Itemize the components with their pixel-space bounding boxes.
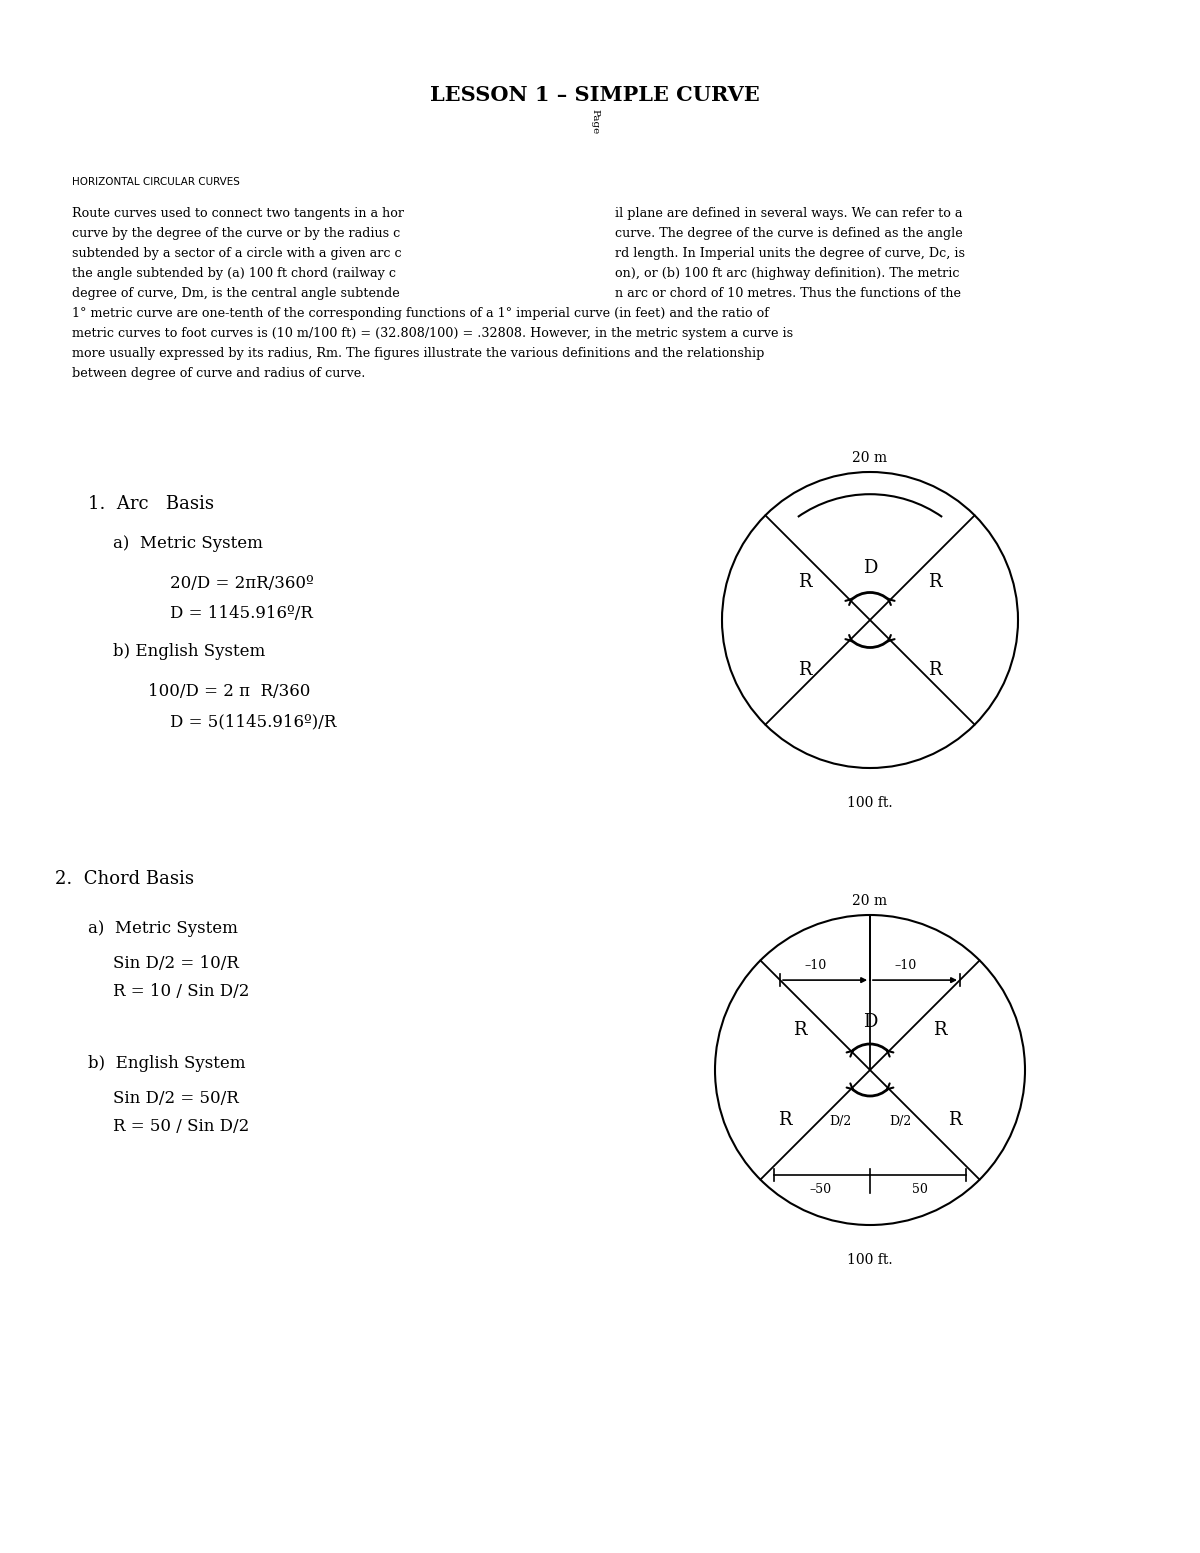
Text: n arc or chord of 10 metres. Thus the functions of the: n arc or chord of 10 metres. Thus the fu… [616, 287, 961, 300]
Text: subtended by a sector of a circle with a given arc c: subtended by a sector of a circle with a… [72, 247, 402, 259]
Text: LESSON 1 – SIMPLE CURVE: LESSON 1 – SIMPLE CURVE [430, 85, 760, 106]
Text: 2.  Chord Basis: 2. Chord Basis [55, 870, 194, 888]
Text: HORIZONTAL CIRCULAR CURVES: HORIZONTAL CIRCULAR CURVES [72, 177, 240, 186]
Text: R = 10 / Sin D/2: R = 10 / Sin D/2 [113, 983, 250, 1000]
Text: on), or (b) 100 ft arc (highway definition). The metric: on), or (b) 100 ft arc (highway definiti… [616, 267, 960, 280]
Text: –10: –10 [895, 960, 917, 972]
Text: metric curves to foot curves is (10 m/100 ft) = (32.808/100) = .32808. However, : metric curves to foot curves is (10 m/10… [72, 328, 793, 340]
Text: rd length. In Imperial units the degree of curve, Dc, is: rd length. In Imperial units the degree … [616, 247, 965, 259]
Text: 1° metric curve are one-tenth of the corresponding functions of a 1° imperial cu: 1° metric curve are one-tenth of the cor… [72, 307, 769, 320]
Text: R = 50 / Sin D/2: R = 50 / Sin D/2 [113, 1118, 250, 1135]
Text: between degree of curve and radius of curve.: between degree of curve and radius of cu… [72, 367, 365, 380]
Text: curve by the degree of the curve or by the radius c: curve by the degree of the curve or by t… [72, 227, 401, 241]
Text: D/2: D/2 [889, 1115, 911, 1129]
Text: R: R [929, 662, 942, 679]
Text: the angle subtended by (a) 100 ft chord (railway c: the angle subtended by (a) 100 ft chord … [72, 267, 396, 280]
Text: a)  Metric System: a) Metric System [113, 534, 263, 551]
Text: Route curves used to connect two tangents in a hor: Route curves used to connect two tangent… [72, 207, 404, 221]
Text: D/2: D/2 [829, 1115, 851, 1129]
Text: 100/D = 2 π  R/360: 100/D = 2 π R/360 [148, 683, 311, 700]
Text: curve. The degree of the curve is defined as the angle: curve. The degree of the curve is define… [616, 227, 962, 241]
Text: R: R [929, 573, 942, 592]
Text: D = 5(1145.916º)/R: D = 5(1145.916º)/R [170, 713, 336, 730]
Text: –10: –10 [805, 960, 827, 972]
Text: Page: Page [590, 109, 600, 135]
Text: –50: –50 [809, 1183, 832, 1196]
Text: b) English System: b) English System [113, 643, 265, 660]
Text: 50: 50 [912, 1183, 928, 1196]
Text: degree of curve, Dm, is the central angle subtende: degree of curve, Dm, is the central angl… [72, 287, 400, 300]
Text: b)  English System: b) English System [88, 1054, 246, 1072]
Text: D: D [863, 559, 877, 578]
Text: 20/D = 2πR/360º: 20/D = 2πR/360º [170, 575, 313, 592]
Text: 20 m: 20 m [852, 895, 888, 909]
Text: 100 ft.: 100 ft. [847, 797, 893, 811]
Text: 1.  Arc   Basis: 1. Arc Basis [88, 495, 214, 512]
Text: more usually expressed by its radius, Rm. The figures illustrate the various def: more usually expressed by its radius, Rm… [72, 346, 764, 360]
Text: il plane are defined in several ways. We can refer to a: il plane are defined in several ways. We… [616, 207, 962, 221]
Text: a)  Metric System: a) Metric System [88, 919, 238, 936]
Text: D = 1145.916º/R: D = 1145.916º/R [170, 606, 313, 623]
Text: D: D [863, 1013, 877, 1031]
Text: Sin D/2 = 50/R: Sin D/2 = 50/R [113, 1090, 239, 1107]
Text: Sin D/2 = 10/R: Sin D/2 = 10/R [113, 955, 239, 972]
Text: 100 ft.: 100 ft. [847, 1253, 893, 1267]
Text: R: R [948, 1110, 961, 1129]
Text: 20 m: 20 m [852, 450, 888, 464]
Text: R: R [798, 573, 811, 592]
Text: R: R [779, 1110, 792, 1129]
Text: R: R [793, 1020, 806, 1039]
Text: R: R [934, 1020, 947, 1039]
Text: R: R [798, 662, 811, 679]
